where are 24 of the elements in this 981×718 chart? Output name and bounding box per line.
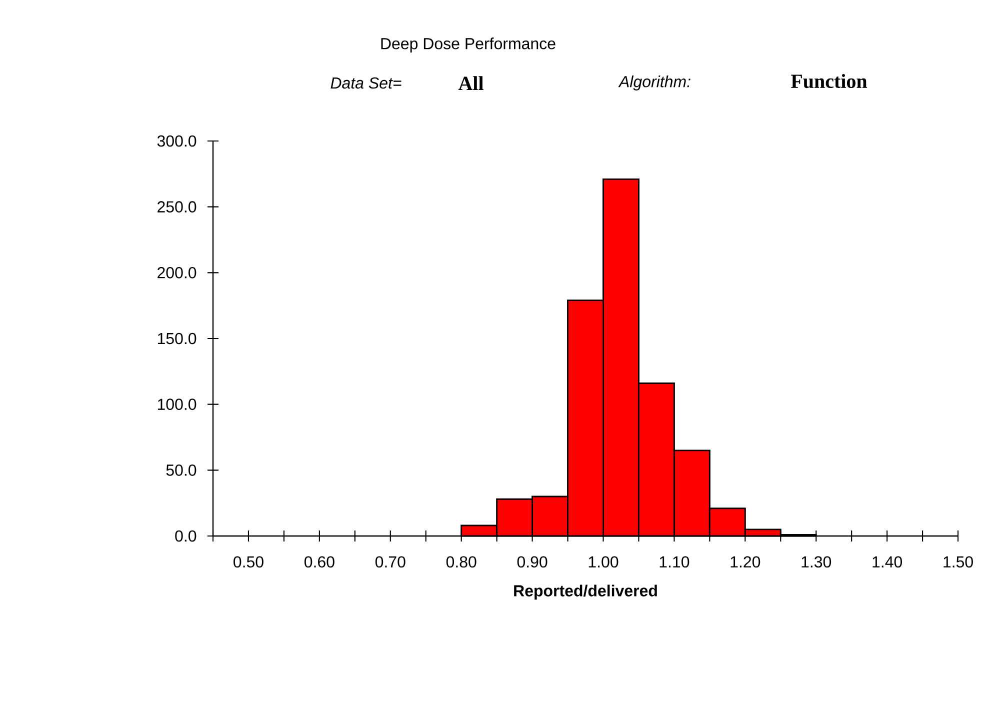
x-tick-label: 0.90	[517, 556, 548, 568]
text: Algorithm:	[618, 76, 690, 90]
x-tick-label: 0.80	[446, 556, 476, 568]
y-tick-label: 100.0	[158, 398, 196, 410]
y-tick-label: 150.0	[158, 332, 196, 344]
x-tick-label: 1.30	[802, 556, 832, 568]
x-tick-label: 0.70	[375, 556, 406, 568]
x-tick-label: 1.20	[730, 556, 760, 568]
y-tick-label: 300.0	[157, 135, 196, 147]
x-tick-label: 1.50	[944, 556, 973, 568]
y-tick-label: 0.0	[175, 530, 196, 542]
x-axis-title: Reported/delivered	[514, 584, 657, 600]
text: Data Set=	[330, 77, 402, 89]
y-tick-label: 250.0	[158, 201, 196, 212]
x-tick-label: 1.40	[872, 556, 902, 568]
y-tick-label: 200.0	[158, 267, 196, 278]
text: All	[458, 76, 484, 90]
text: Function	[791, 74, 868, 88]
x-tick-label: 0.50	[234, 556, 264, 568]
x-tick-label: 1.00	[588, 556, 618, 568]
y-tick-label: 50.0	[166, 464, 196, 476]
x-tick-label: 0.60	[304, 556, 334, 568]
chart-title: Deep Dose Performance	[381, 38, 556, 52]
x-tick-label: 1.10	[660, 556, 690, 568]
